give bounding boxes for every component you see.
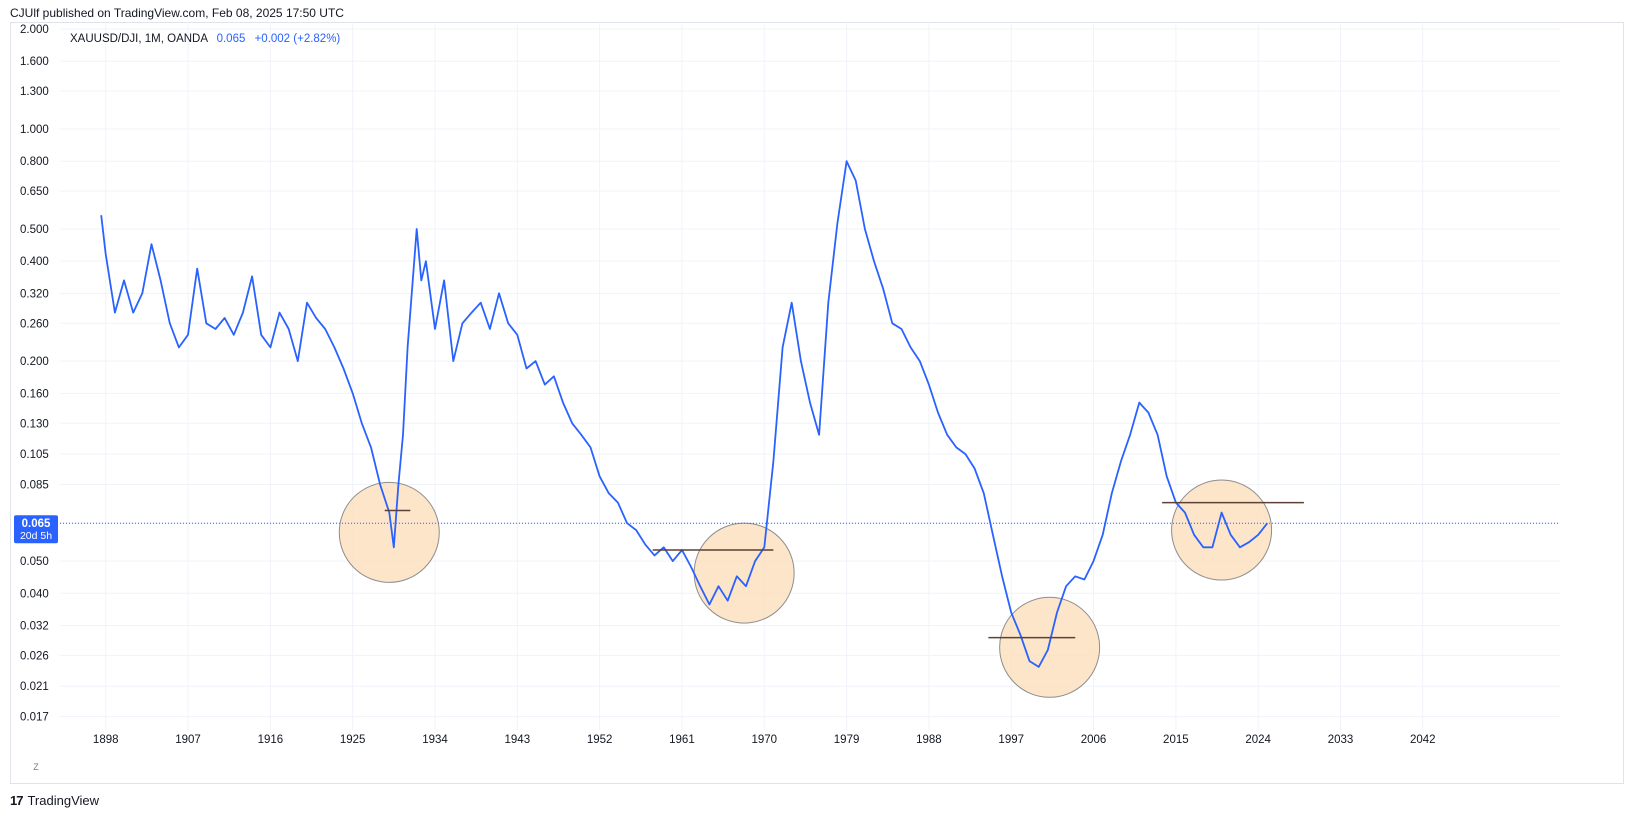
highlight-circle [338, 481, 440, 583]
x-tick-label: 1907 [175, 734, 201, 746]
x-tick-label: 2042 [1410, 734, 1436, 746]
y-tick-label: 0.040 [20, 588, 49, 600]
price-label-value: 0.065 [22, 518, 51, 530]
y-tick-label: 0.105 [20, 449, 49, 461]
chart-frame [10, 22, 1624, 784]
x-tick-label: 1916 [258, 734, 284, 746]
y-tick-label: 0.800 [20, 156, 49, 168]
y-tick-label: 0.200 [20, 356, 49, 368]
x-tick-label: 1943 [505, 734, 531, 746]
x-tick-label: 1979 [834, 734, 860, 746]
y-tick-label: 1.600 [20, 56, 49, 68]
footer-brand-text: TradingView [27, 793, 100, 808]
y-tick-label: 0.320 [20, 288, 49, 300]
legend-change: +0.002 (+2.82%) [254, 33, 341, 45]
y-tick-label: 0.500 [20, 224, 49, 236]
tradingview-logo-icon: 17 [10, 793, 24, 808]
x-tick-label: 2006 [1081, 734, 1107, 746]
highlight-circle [999, 596, 1101, 698]
x-tick-label: 1997 [998, 734, 1024, 746]
y-tick-label: 0.085 [20, 480, 49, 492]
y-tick-label: 0.032 [20, 620, 49, 632]
price-label-countdown: 20d 5h [20, 530, 52, 542]
price-label-box [14, 515, 58, 544]
y-tick-label: 0.026 [20, 650, 49, 662]
x-tick-label: 1952 [587, 734, 613, 746]
highlight-circle [693, 522, 795, 624]
x-tick-label: 1961 [669, 734, 695, 746]
y-tick-label: 0.400 [20, 256, 49, 268]
x-tick-label: 1925 [340, 734, 366, 746]
y-tick-label: 0.017 [20, 712, 49, 724]
x-tick-label: 1988 [916, 734, 942, 746]
footer-brand: 17 TradingView [10, 793, 99, 808]
x-tick-label: 1934 [422, 734, 448, 746]
publisher-caption: CJUlf published on TradingView.com, Feb … [10, 6, 344, 20]
x-tick-label: 1970 [751, 734, 777, 746]
zoom-reset-button[interactable]: Z [33, 762, 39, 772]
chart-legend: XAUUSD/DJI, 1M, OANDA 0.065 +0.002 (+2.8… [70, 33, 340, 45]
y-tick-label: 0.021 [20, 681, 49, 693]
x-tick-label: 2024 [1245, 734, 1271, 746]
y-tick-label: 1.300 [20, 86, 49, 98]
y-tick-label: 0.260 [20, 318, 49, 330]
y-tick-label: 0.050 [20, 556, 49, 568]
y-tick-label: 0.130 [20, 418, 49, 430]
y-tick-label: 0.160 [20, 388, 49, 400]
x-tick-label: 2033 [1328, 734, 1354, 746]
price-line [100, 160, 1269, 668]
x-tick-label: 1898 [93, 734, 119, 746]
legend-symbol: XAUUSD/DJI, 1M, OANDA [70, 33, 208, 45]
highlight-circle [1171, 479, 1273, 581]
legend-value: 0.065 [216, 33, 246, 45]
y-tick-label: 1.000 [20, 124, 49, 136]
y-tick-label: 2.000 [20, 24, 49, 36]
x-tick-label: 2015 [1163, 734, 1189, 746]
y-tick-label: 0.650 [20, 186, 49, 198]
